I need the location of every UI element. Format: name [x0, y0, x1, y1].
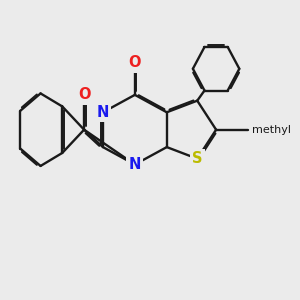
Text: N: N — [129, 157, 141, 172]
Text: O: O — [129, 56, 141, 70]
Text: methyl: methyl — [252, 125, 291, 135]
Text: S: S — [192, 151, 202, 166]
Text: O: O — [78, 87, 90, 102]
Text: N: N — [97, 105, 109, 120]
